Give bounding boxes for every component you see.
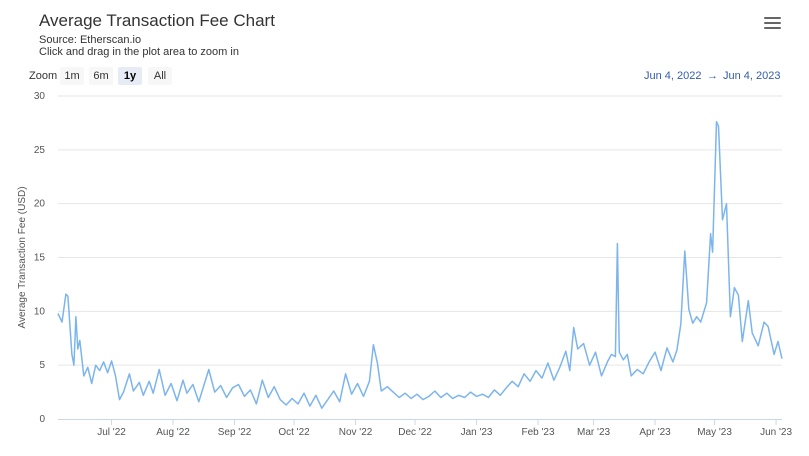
range-from-input[interactable]: Jun 4, 2022 <box>644 70 702 82</box>
zoom-6m-button[interactable]: 6m <box>89 67 113 85</box>
y-tick-label: 10 <box>34 306 46 317</box>
x-tick-label: Dec '22 <box>398 427 432 438</box>
x-tick-label: Sep '22 <box>218 427 252 438</box>
x-tick-label: Aug '22 <box>156 427 190 438</box>
x-tick-label: Nov '22 <box>339 427 373 438</box>
x-tick-label: Jun '23 <box>760 427 792 438</box>
x-tick-label: May '23 <box>697 427 732 438</box>
chart-source: Source: Etherscan.io <box>39 34 142 46</box>
chart-title: Average Transaction Fee Chart <box>39 11 275 30</box>
x-tick-label: Mar '23 <box>577 427 610 438</box>
series-line[interactable] <box>57 121 783 409</box>
zoom-label: Zoom <box>29 70 58 82</box>
y-tick-label: 25 <box>34 145 46 156</box>
range-arrow-icon: → <box>707 70 718 82</box>
y-tick-label: 5 <box>39 360 45 371</box>
y-axis-label: Average Transaction Fee (USD) <box>17 186 28 328</box>
range-to-input[interactable]: Jun 4, 2023 <box>723 70 781 82</box>
y-axis-ticks: 0 5 10 15 20 25 30 <box>34 91 46 425</box>
zoom-1m-button[interactable]: 1m <box>60 67 84 85</box>
zoom-1y-button[interactable]: 1y <box>118 67 142 85</box>
x-tick-label: Oct '22 <box>278 427 310 438</box>
x-tick-label: Jan '23 <box>461 427 493 438</box>
zoom-all-button[interactable]: All <box>148 67 172 85</box>
y-tick-label: 0 <box>39 414 45 425</box>
x-tick-label: Jul '22 <box>97 427 126 438</box>
chart-hint: Click and drag in the plot area to zoom … <box>39 46 239 58</box>
y-tick-label: 30 <box>34 91 46 102</box>
y-tick-label: 20 <box>34 199 46 210</box>
hamburger-menu-icon[interactable] <box>764 17 781 31</box>
x-axis-ticks: Jul '22 Aug '22 Sep '22 Oct '22 Nov '22 Dec '… <box>97 419 792 438</box>
y-tick-label: 15 <box>34 253 46 264</box>
x-tick-label: Feb '23 <box>521 427 554 438</box>
x-tick-label: Apr '23 <box>639 427 671 438</box>
grid-lines <box>58 95 782 366</box>
